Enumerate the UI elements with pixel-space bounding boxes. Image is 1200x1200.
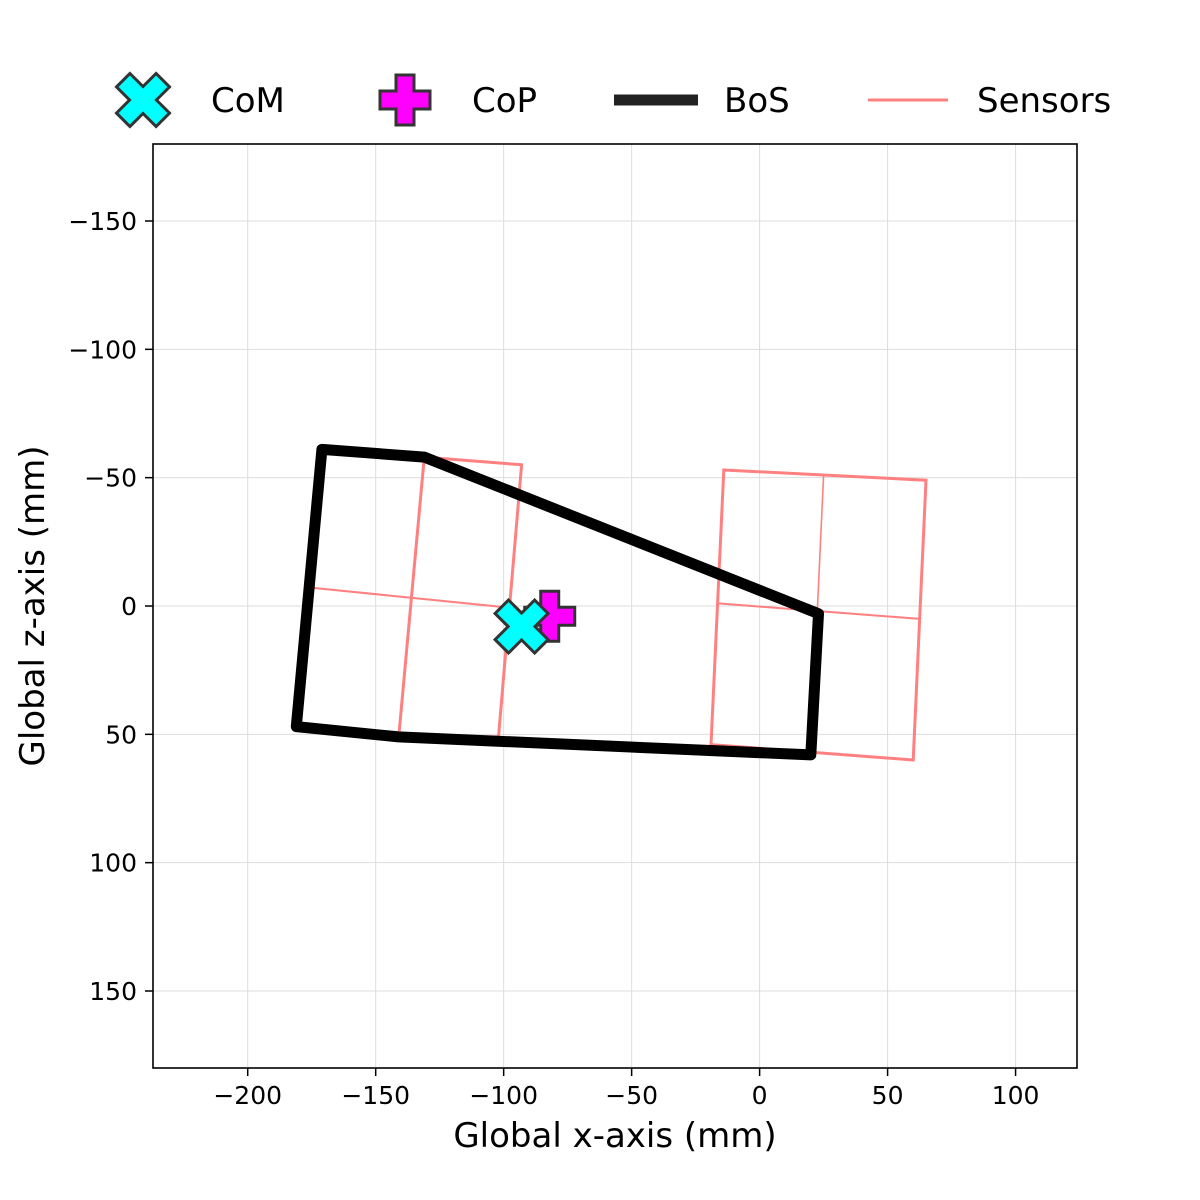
x-tick-label: −200 [213,1081,282,1110]
legend-label: CoP [472,81,537,121]
sensor-crosshair-line [710,469,725,745]
x-tick-label: −50 [605,1081,658,1110]
x-axis-title: Global x-axis (mm) [453,1116,776,1156]
legend-cop-marker [378,73,432,127]
x-tick-label: 50 [872,1081,904,1110]
cop-marker [523,589,577,643]
legend: CoM CoP BoS Sensors [114,71,1111,129]
plot-area [290,443,928,762]
y-tick-label: −50 [84,464,137,493]
y-axis-ticks: −150 −100 −50 0 50 100 150 [68,207,153,1006]
y-tick-label: 100 [89,849,137,878]
y-tick-label: 0 [121,592,137,621]
x-tick-label: −150 [341,1081,410,1110]
x-axis-ticks: −200 −150 −100 −50 0 50 100 [213,1068,1039,1110]
com-marker [492,597,551,656]
y-tick-label: 50 [105,720,137,749]
x-tick-label: 100 [992,1081,1040,1110]
legend-label: Sensors [977,81,1111,121]
bos-polygon [290,443,824,761]
legend-com-marker [114,71,172,129]
y-tick-label: −100 [68,335,137,364]
grid [153,144,1077,1068]
x-tick-label: 0 [752,1081,768,1110]
legend-label: BoS [724,81,790,121]
x-tick-label: −100 [469,1081,538,1110]
y-tick-label: −150 [68,207,137,236]
sensor-grid-line [314,587,520,610]
y-axis-title: Global z-axis (mm) [13,445,53,766]
legend-label: CoM [211,81,285,121]
y-tick-label: 150 [89,977,137,1006]
